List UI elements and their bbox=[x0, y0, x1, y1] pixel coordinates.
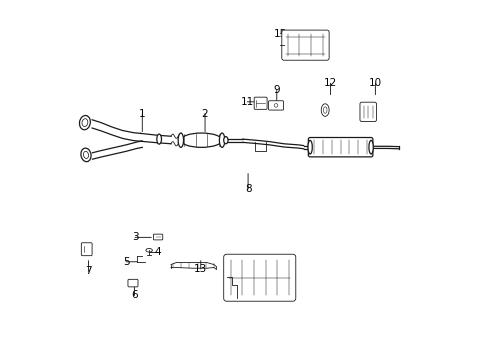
Ellipse shape bbox=[323, 107, 326, 113]
Text: 2: 2 bbox=[202, 109, 208, 119]
FancyBboxPatch shape bbox=[281, 30, 328, 60]
FancyBboxPatch shape bbox=[81, 243, 92, 256]
FancyBboxPatch shape bbox=[268, 101, 283, 110]
Text: 5: 5 bbox=[122, 257, 129, 267]
Text: 9: 9 bbox=[273, 85, 280, 95]
Ellipse shape bbox=[145, 248, 152, 252]
Ellipse shape bbox=[321, 104, 328, 116]
Text: 4: 4 bbox=[154, 247, 161, 257]
Ellipse shape bbox=[307, 140, 312, 154]
Text: 8: 8 bbox=[244, 184, 251, 194]
Ellipse shape bbox=[274, 104, 277, 107]
Ellipse shape bbox=[223, 136, 227, 144]
Ellipse shape bbox=[83, 151, 88, 158]
Text: 12: 12 bbox=[323, 78, 337, 88]
Ellipse shape bbox=[82, 119, 88, 126]
Ellipse shape bbox=[178, 133, 183, 147]
Text: 10: 10 bbox=[368, 78, 381, 88]
Text: 11: 11 bbox=[240, 97, 253, 107]
FancyBboxPatch shape bbox=[254, 97, 266, 109]
FancyBboxPatch shape bbox=[308, 138, 372, 157]
Text: 15: 15 bbox=[273, 29, 286, 39]
Text: 7: 7 bbox=[85, 266, 92, 276]
Ellipse shape bbox=[80, 116, 90, 130]
FancyBboxPatch shape bbox=[153, 234, 163, 240]
Ellipse shape bbox=[219, 133, 224, 147]
Ellipse shape bbox=[368, 140, 372, 154]
FancyBboxPatch shape bbox=[223, 254, 295, 301]
Ellipse shape bbox=[157, 134, 161, 144]
FancyBboxPatch shape bbox=[359, 102, 376, 122]
Ellipse shape bbox=[181, 133, 222, 147]
FancyBboxPatch shape bbox=[128, 279, 138, 287]
Text: 13: 13 bbox=[194, 264, 207, 274]
Ellipse shape bbox=[81, 148, 91, 162]
Text: 14: 14 bbox=[266, 262, 279, 272]
Text: 3: 3 bbox=[132, 232, 138, 242]
Text: 6: 6 bbox=[131, 291, 138, 301]
Text: 1: 1 bbox=[139, 109, 145, 119]
